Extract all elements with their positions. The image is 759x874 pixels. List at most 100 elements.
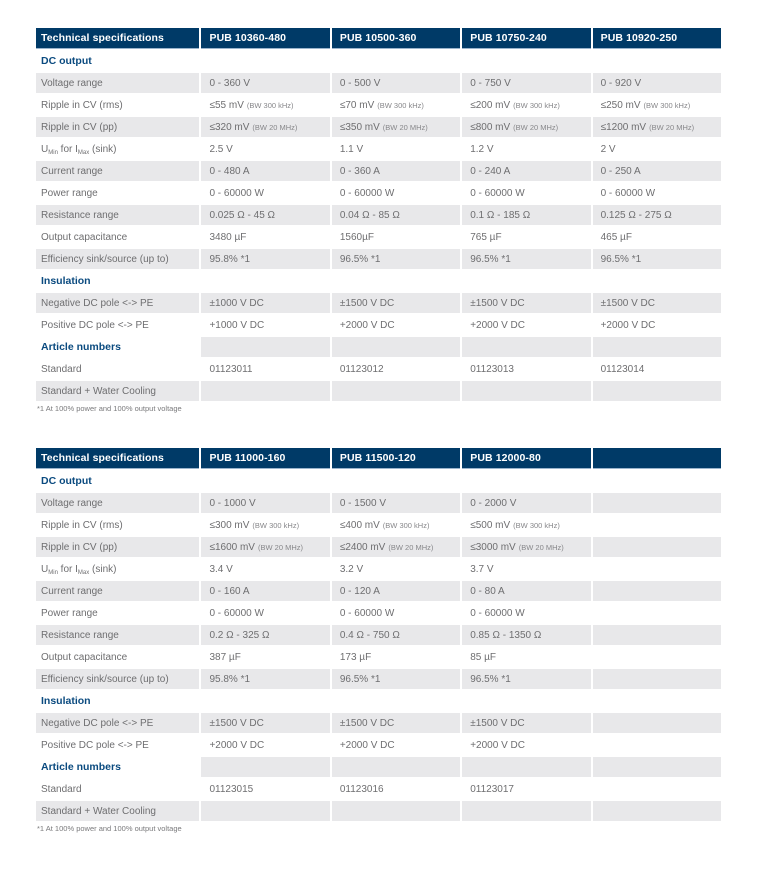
value-cell: 96.5% *1 (331, 249, 461, 269)
section-filler-cell (593, 471, 721, 491)
value-cell: 01123011 (209, 363, 253, 375)
value-cell: ≤200 mV (BW 300 kHz) (462, 95, 590, 115)
value-cell: 0 - 60000 W (339, 607, 395, 619)
value-bandwidth-note: (BW 20 MHz) (513, 122, 559, 132)
value-cell: +2000 V DC (339, 319, 395, 331)
value-cell: 0.85 Ω - 1350 Ω (462, 625, 591, 645)
model-column-header (592, 448, 721, 469)
table-row: Power range 0 - 60000 W 0 - 60000 W 0 - 600… (36, 603, 721, 623)
value-cell: 01123015 (209, 783, 254, 795)
value-cell: 1560µF (339, 231, 374, 243)
section-row: Article numbers (36, 337, 721, 357)
value-cell (462, 381, 591, 401)
value-cell: 01123013 (470, 363, 514, 375)
row-label: Resistance range (36, 205, 200, 225)
table-row: UMin for IMax (sink) 2.5 V 1.1 V 1.2 V 2 V (36, 139, 721, 159)
table-header-row: Technical specifications PUB 10360-480 PUB… (36, 28, 721, 49)
table-row: Output capacitance 387 µF 173 µF 85 µF (36, 647, 721, 667)
value-cell: 0 - 60000 W (470, 187, 525, 199)
value-cell: 0.2 Ω - 325 Ω (201, 625, 330, 645)
section-filler-cell (332, 691, 460, 711)
value-cell: 0 - 120 A (331, 581, 461, 601)
section-filler-cell (332, 51, 460, 71)
value-cell: ≤300 mV (BW 300 kHz) (201, 515, 329, 535)
value-cell: ≤55 mV (BW 300 kHz) (201, 95, 329, 115)
section-title: DC output (36, 51, 200, 71)
value-cell (462, 801, 591, 821)
value-cell (593, 515, 721, 535)
row-label: Voltage range (36, 73, 200, 93)
table-row: Ripple in CV (pp) ≤1600 mV (BW 20 MHz) ≤240… (36, 537, 721, 557)
table-row: Power range 0 - 60000 W 0 - 60000 W 0 - 600… (36, 183, 721, 203)
value-cell: 0 - 1500 V (331, 493, 461, 513)
row-label: Efficiency sink/source (up to) (36, 669, 200, 689)
value-cell: 3480 µF (209, 231, 247, 243)
spec-label-header: Technical specifications (36, 448, 200, 469)
row-label: Ripple in CV (pp) (36, 537, 200, 557)
value-main: ≤400 mV (339, 519, 380, 531)
model-column-header: PUB 10750-240 (462, 28, 591, 49)
value-cell: 3.2 V (339, 563, 364, 575)
label-text: for I (57, 563, 78, 575)
section-filler-cell (593, 271, 721, 291)
value-cell: 0 - 80 A (462, 581, 591, 601)
row-label: UMin for IMax (sink) (36, 139, 199, 159)
row-label: Output capacitance (41, 231, 128, 243)
value-cell: 0.04 Ω - 85 Ω (331, 205, 461, 225)
value-cell: 96.5% *1 (331, 669, 461, 689)
section-filler-cell (201, 51, 329, 71)
spec-table-1: Technical specifications PUB 10360-480 PUB… (34, 26, 723, 403)
value-cell: 85 µF (470, 651, 496, 663)
section-filler-cell (201, 471, 329, 491)
value-main: ≤2400 mV (339, 541, 386, 553)
section-row: Article numbers (36, 757, 721, 777)
value-bandwidth-note: (BW 20 MHz) (257, 542, 303, 552)
value-cell: ±1500 V DC (331, 293, 461, 313)
value-cell: 0 - 250 A (592, 161, 721, 181)
value-cell (592, 381, 721, 401)
model-column-header: PUB 12000-80 (462, 448, 591, 469)
table-row: Negative DC pole <-> PE ±1500 V DC ±1500 V… (36, 713, 721, 733)
value-cell: 95.8% *1 (201, 249, 330, 269)
value-cell: ±1500 V DC (462, 713, 591, 733)
table-row: Ripple in CV (rms) ≤300 mV (BW 300 kHz) ≤40… (36, 515, 721, 535)
table-row: Positive DC pole <-> PE +2000 V DC +2000 V… (36, 735, 721, 755)
row-label: UMin for IMax (sink) (36, 559, 199, 579)
value-main: ≤320 mV (209, 121, 250, 133)
value-cell: 96.5% *1 (462, 669, 591, 689)
value-cell: +2000 V DC (600, 319, 656, 331)
row-label: Efficiency sink/source (up to) (36, 249, 200, 269)
table-row: Standard 01123015 01123016 01123017 (36, 779, 721, 799)
value-cell: 0 - 60000 W (339, 187, 395, 199)
table-row: Standard + Water Cooling (36, 801, 721, 821)
row-label: Current range (36, 581, 200, 601)
value-cell: 0 - 920 V (592, 73, 721, 93)
value-cell: ≤70 mV (BW 300 kHz) (332, 95, 460, 115)
value-cell: ±1500 V DC (462, 293, 591, 313)
value-cell: 765 µF (470, 231, 502, 243)
section-filler-cell (462, 691, 590, 711)
value-cell: 0 - 1000 V (201, 493, 330, 513)
table-row: Ripple in CV (pp) ≤320 mV (BW 20 MHz) ≤350 … (36, 117, 721, 137)
value-cell: ±1500 V DC (331, 713, 461, 733)
row-label: Negative DC pole <-> PE (36, 713, 200, 733)
value-cell: 0.125 Ω - 275 Ω (592, 205, 721, 225)
value-cell: ±1500 V DC (201, 713, 330, 733)
row-label: Positive DC pole <-> PE (41, 319, 149, 331)
value-bandwidth-note: (BW 300 kHz) (643, 100, 691, 110)
row-label: Positive DC pole <-> PE (41, 739, 149, 751)
value-cell: 0 - 750 V (462, 73, 591, 93)
section-filler-cell (462, 271, 590, 291)
section-filler-cell (201, 337, 330, 357)
value-cell (201, 801, 330, 821)
value-cell: 0.1 Ω - 185 Ω (462, 205, 591, 225)
value-cell: ≤3000 mV (BW 20 MHz) (462, 537, 591, 557)
section-row: DC output (36, 471, 721, 491)
table-row: Efficiency sink/source (up to) 95.8% *1 96… (36, 249, 721, 269)
row-label: Standard (41, 363, 82, 375)
value-cell: 2 V (600, 143, 616, 155)
value-bandwidth-note: (BW 20 MHz) (382, 122, 428, 132)
table-header-row: Technical specifications PUB 11000-160 PUB… (36, 448, 721, 469)
row-label: Output capacitance (41, 651, 128, 663)
